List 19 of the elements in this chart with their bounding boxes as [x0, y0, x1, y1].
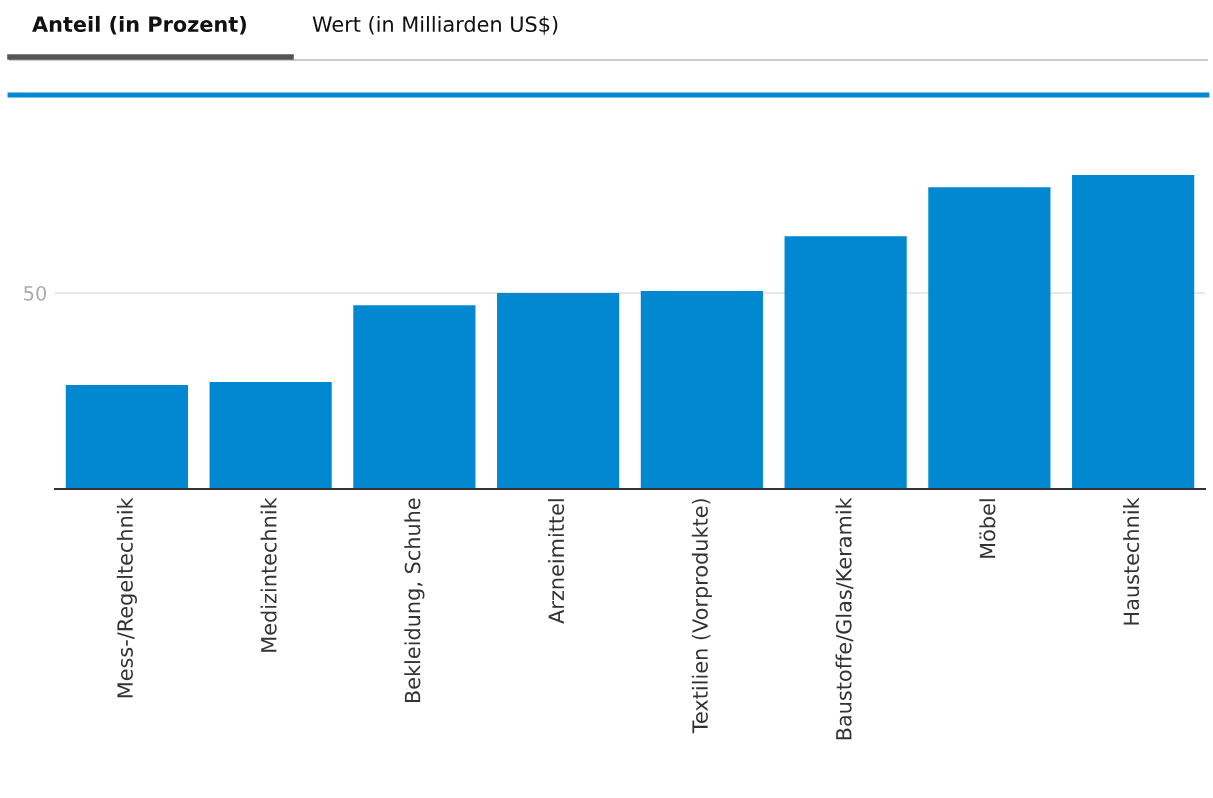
x-tick-label: Möbel	[979, 499, 996, 558]
bar	[65, 385, 188, 489]
x-tick-label: Bekleidung, Schuhe	[404, 498, 425, 703]
x-tick-label: Textilien (Vorprodukte)	[691, 499, 712, 734]
bar	[497, 293, 620, 489]
x-tick-label: Haustechnik	[1123, 497, 1140, 625]
bar	[353, 305, 476, 489]
x-tick-label: Mess-/Regeltechnik	[116, 497, 137, 698]
x-tick-label: Medizintechnik	[260, 497, 277, 652]
x-tick-label: Baustoffe/Glas/Keramik	[835, 497, 854, 740]
bar	[1072, 175, 1195, 489]
chart-subtitle: Wert (in Milliarden US$)	[312, 15, 558, 35]
y-tick-label: 50	[24, 285, 47, 301]
bar	[784, 236, 907, 489]
chart-title: Anteil (in Prozent)	[32, 15, 246, 35]
bar	[640, 291, 763, 489]
bar	[928, 187, 1051, 489]
bar	[209, 381, 332, 489]
x-tick-label: Arzneimittel	[548, 499, 565, 624]
